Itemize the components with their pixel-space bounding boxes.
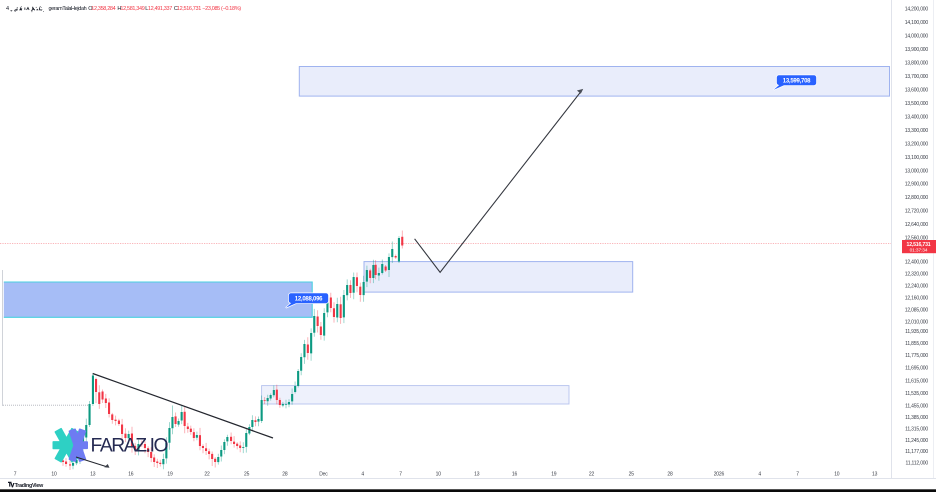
svg-text:12,516,731: 12,516,731	[177, 6, 201, 12]
svg-text:12,516,731: 12,516,731	[907, 242, 931, 248]
svg-text:12,085,000: 12,085,000	[905, 308, 929, 314]
svg-text:13,000,000: 13,000,000	[905, 168, 929, 174]
svg-text:19: 19	[551, 472, 557, 478]
svg-text:12,320,000: 12,320,000	[905, 272, 929, 278]
svg-text:11,112,000: 11,112,000	[906, 460, 929, 466]
svg-text:12,900,000: 12,900,000	[905, 182, 929, 188]
svg-text:13,400,000: 13,400,000	[905, 114, 929, 120]
svg-text:12,491,337: 12,491,337	[148, 6, 172, 12]
svg-text:Dec: Dec	[319, 472, 328, 478]
svg-text:13,300,000: 13,300,000	[905, 128, 929, 134]
svg-text:−23,085 (−0.18%): −23,085 (−0.18%)	[202, 6, 241, 12]
svg-text:25: 25	[244, 472, 250, 478]
svg-text:10: 10	[436, 472, 442, 478]
svg-text:4: 4	[6, 6, 9, 12]
svg-text:13,599,708: 13,599,708	[783, 79, 811, 85]
svg-text:14,000,000: 14,000,000	[905, 34, 929, 40]
svg-text:12,358,284: 12,358,284	[91, 6, 115, 12]
svg-text:FARAZ.IO: FARAZ.IO	[91, 436, 169, 457]
svg-text:13,100,000: 13,100,000	[905, 155, 929, 161]
svg-text:7: 7	[796, 472, 799, 478]
svg-text:4: 4	[361, 472, 364, 478]
svg-text:22: 22	[589, 472, 595, 478]
svg-text:13: 13	[90, 472, 96, 478]
svg-text:11,385,000: 11,385,000	[905, 415, 928, 421]
svg-text:14,200,000: 14,200,000	[905, 7, 929, 13]
svg-text:TradingView: TradingView	[15, 483, 44, 489]
svg-text:11,935,000: 11,935,000	[905, 329, 928, 335]
svg-text:7: 7	[14, 472, 17, 478]
svg-text:11,695,000: 11,695,000	[905, 366, 928, 372]
svg-text:L: L	[145, 6, 148, 12]
svg-text:12,160,000: 12,160,000	[905, 296, 929, 302]
svg-text:4: 4	[758, 472, 761, 478]
svg-text:12,581,349: 12,581,349	[120, 6, 144, 12]
svg-text:11,455,000: 11,455,000	[905, 404, 928, 410]
svg-text:28: 28	[282, 472, 288, 478]
svg-text:C: C	[174, 6, 178, 12]
svg-text:14,100,000: 14,100,000	[905, 20, 929, 26]
svg-text:16: 16	[128, 472, 134, 478]
svg-text:11,315,000: 11,315,000	[905, 427, 928, 433]
svg-text:13,500,000: 13,500,000	[905, 101, 929, 107]
svg-text:13: 13	[474, 472, 480, 478]
svg-text:12,640,000: 12,640,000	[905, 222, 929, 228]
svg-text:10: 10	[51, 472, 57, 478]
svg-text:12,560,000: 12,560,000	[905, 236, 929, 242]
svg-text:11,245,000: 11,245,000	[905, 438, 928, 444]
svg-text:2026: 2026	[714, 472, 725, 478]
svg-text:16: 16	[512, 472, 518, 478]
svg-text:7: 7	[399, 472, 402, 478]
svg-text:13,700,000: 13,700,000	[905, 74, 929, 80]
svg-text:12,240,000: 12,240,000	[905, 284, 929, 290]
svg-text:13,200,000: 13,200,000	[905, 141, 929, 147]
svg-text:11,775,000: 11,775,000	[905, 353, 928, 359]
svg-text:12,800,000: 12,800,000	[905, 195, 929, 201]
svg-text:11,177,000: 11,177,000	[905, 449, 928, 455]
svg-text:10: 10	[834, 472, 840, 478]
svg-text:25: 25	[629, 472, 635, 478]
svg-text:12,400,000: 12,400,000	[905, 260, 929, 266]
svg-text:13,800,000: 13,800,000	[905, 61, 929, 67]
svg-text:O: O	[88, 6, 93, 12]
svg-text:11,535,000: 11,535,000	[905, 391, 928, 397]
svg-text:11,855,000: 11,855,000	[905, 341, 928, 347]
svg-text:19: 19	[167, 472, 173, 478]
svg-text:22: 22	[204, 472, 210, 478]
svg-text:geramTalaHejdah: geramTalaHejdah	[49, 6, 87, 12]
svg-text:11,615,000: 11,615,000	[905, 378, 928, 384]
svg-text:28: 28	[667, 472, 673, 478]
svg-text:01:37:34: 01:37:34	[910, 248, 928, 254]
svg-text:13,900,000: 13,900,000	[905, 47, 929, 53]
svg-text:H: H	[117, 6, 121, 12]
svg-text:13: 13	[872, 472, 878, 478]
svg-text:12,010,000: 12,010,000	[905, 320, 929, 326]
svg-text:12,088,096: 12,088,096	[295, 297, 323, 303]
svg-text:12,720,000: 12,720,000	[905, 209, 929, 215]
svg-text:13,600,000: 13,600,000	[905, 88, 929, 94]
